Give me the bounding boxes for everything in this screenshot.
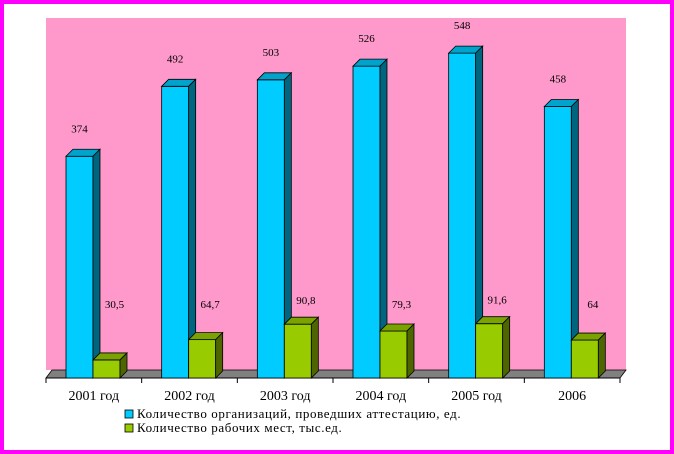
bar <box>570 332 607 379</box>
x-axis-ticks <box>45 378 621 383</box>
data-label: 90,8 <box>296 295 316 307</box>
legend-label: Количество организаций, проведших аттест… <box>137 406 461 421</box>
bar <box>92 351 128 379</box>
bar <box>474 315 511 379</box>
data-label: 458 <box>550 73 567 85</box>
bar <box>379 323 415 379</box>
chart-floor <box>45 369 627 379</box>
x-tick-labels: 2001 год 2002 год 2003 год 2004 год 2005 год… <box>69 389 587 404</box>
data-label: 64,7 <box>201 299 221 311</box>
data-label: 30,5 <box>105 299 125 311</box>
bar <box>447 45 484 379</box>
x-tick-label: 2002 год <box>164 389 215 404</box>
x-tick-label: 2004 год <box>356 389 407 404</box>
bar <box>187 331 224 379</box>
chart-back-wall <box>46 18 626 370</box>
bar <box>256 71 293 379</box>
legend-swatch <box>124 423 134 433</box>
data-label: 548 <box>454 20 471 32</box>
bar <box>543 98 580 379</box>
data-label: 91,6 <box>488 295 508 307</box>
bar <box>283 316 320 379</box>
legend-swatch <box>124 409 134 419</box>
bar <box>352 58 388 379</box>
data-label: 79,3 <box>392 299 412 311</box>
x-tick-label: 2005 год <box>451 389 502 404</box>
data-label: 503 <box>263 47 280 59</box>
data-label: 526 <box>358 33 375 45</box>
x-tick-label: 2003 год <box>260 389 311 404</box>
x-tick-label: 2001 год <box>69 389 120 404</box>
bar <box>160 78 197 379</box>
data-labels: 374 492 503 526 548 458 30,5 64,7 90,8 79,3 91,6 64 <box>71 20 599 311</box>
bar <box>65 148 101 379</box>
data-label: 492 <box>167 53 184 65</box>
legend: Количество организаций, проведших аттест… <box>124 406 461 435</box>
bar-series <box>65 45 607 379</box>
legend-label: Количество рабочих мест, тыс.ед. <box>137 420 342 435</box>
x-tick-label: 2006 <box>558 389 586 404</box>
data-label: 374 <box>71 123 88 135</box>
data-label: 64 <box>587 299 599 311</box>
